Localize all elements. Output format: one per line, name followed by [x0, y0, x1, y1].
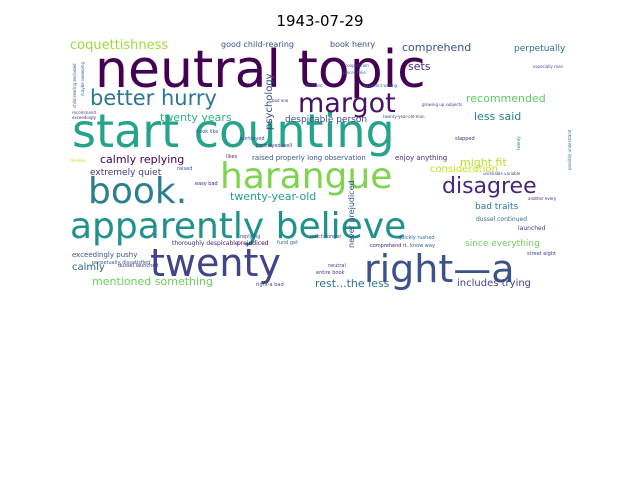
word-3: harangue: [220, 156, 392, 197]
word-68: unreliable variable: [483, 171, 521, 176]
word-46: fund get: [277, 240, 298, 246]
word-13: comprehend: [402, 41, 471, 54]
word-66: especially men: [533, 64, 564, 69]
word-47: much longer: [310, 234, 342, 240]
word-1: start counting: [72, 104, 395, 158]
word-6: right—a: [364, 247, 515, 291]
word-71: exceedingly: [72, 115, 97, 120]
word-36: thoroughly despicable: [172, 240, 239, 247]
word-34: includes trying: [457, 278, 531, 289]
word-15: sets: [408, 60, 431, 73]
word-61: bad one: [272, 98, 289, 103]
word-67: possibly understand: [567, 129, 572, 170]
word-4: apparently believe: [70, 206, 406, 247]
word-40: comprehend it.: [370, 243, 408, 249]
word-53: entire book: [316, 270, 344, 276]
word-2: book.: [88, 171, 187, 212]
word-37: dussel continued: [476, 216, 527, 223]
word-27: twenty-year-old: [230, 190, 316, 203]
word-7: margot: [298, 88, 396, 119]
word-44: portrayed well: [256, 143, 292, 149]
word-21: calmly replying: [100, 153, 184, 166]
word-24: consideration: [430, 164, 498, 175]
word-25: might fit: [460, 156, 507, 169]
word-42: book like: [196, 129, 218, 135]
word-64: growing up subjects: [422, 102, 462, 107]
word-57: raised: [177, 166, 192, 172]
word-51: perpetually dissatisfied: [92, 260, 150, 266]
word-16: psychology: [264, 73, 275, 130]
chart-title: 1943-07-29: [276, 12, 364, 30]
word-9: disagree: [442, 174, 537, 199]
word-32: mentioned something: [92, 275, 213, 288]
word-29: never prejudiced: [347, 180, 356, 248]
word-5: twenty: [150, 241, 281, 285]
word-8: better hurry: [90, 86, 217, 110]
word-31: calmly: [72, 262, 105, 273]
word-65: twenty-year-old man: [383, 114, 425, 119]
word-10: coquettishness: [70, 38, 168, 53]
word-52: dussel launched: [118, 263, 159, 269]
word-26: extremely quiet: [90, 168, 162, 178]
word-73: maybe sweeping: [80, 62, 85, 96]
word-28: bad traits: [475, 202, 519, 212]
word-72: child-rearing excluded: [72, 63, 77, 108]
word-74: thereby: [70, 158, 86, 163]
word-17: recommended: [466, 92, 546, 105]
word-69: another every: [528, 196, 557, 201]
word-14: perpetually: [514, 44, 566, 54]
word-58: likes: [226, 154, 238, 160]
word-38: launched: [518, 225, 546, 232]
word-60: pieces take: [343, 70, 366, 75]
word-12: book henry: [330, 40, 375, 49]
word-20: despicable person: [285, 115, 367, 125]
word-62: accident: [305, 83, 322, 88]
word-41: slapped: [455, 136, 475, 142]
word-23: enjoy anything: [395, 154, 447, 162]
word-48: quickly rushed: [398, 235, 435, 241]
word-49: know way: [410, 243, 435, 249]
word-18: less said: [474, 110, 521, 123]
word-39: prejudiced: [237, 240, 269, 247]
word-0: neutral topic: [95, 40, 426, 100]
word-50: street eight: [527, 251, 556, 257]
word-75: twenty: [516, 136, 521, 150]
word-35: exceedingly pushy: [72, 251, 137, 259]
word-59: cooperation: [345, 63, 369, 68]
word-56: easy bad: [195, 181, 218, 187]
word-43: portrayed: [240, 136, 265, 142]
word-54: right-a bad: [256, 282, 284, 288]
word-11: good child-rearing: [221, 40, 294, 49]
word-45: replying: [240, 234, 260, 240]
word-30: since everything: [465, 239, 540, 249]
word-63: excellent writing: [364, 83, 398, 88]
word-33: rest...the less: [315, 277, 390, 290]
word-55: neutral: [328, 263, 346, 269]
word-19: twenty years: [160, 111, 232, 124]
word-70: recommend: [72, 110, 96, 115]
word-22: raised properly long observation: [252, 154, 366, 162]
